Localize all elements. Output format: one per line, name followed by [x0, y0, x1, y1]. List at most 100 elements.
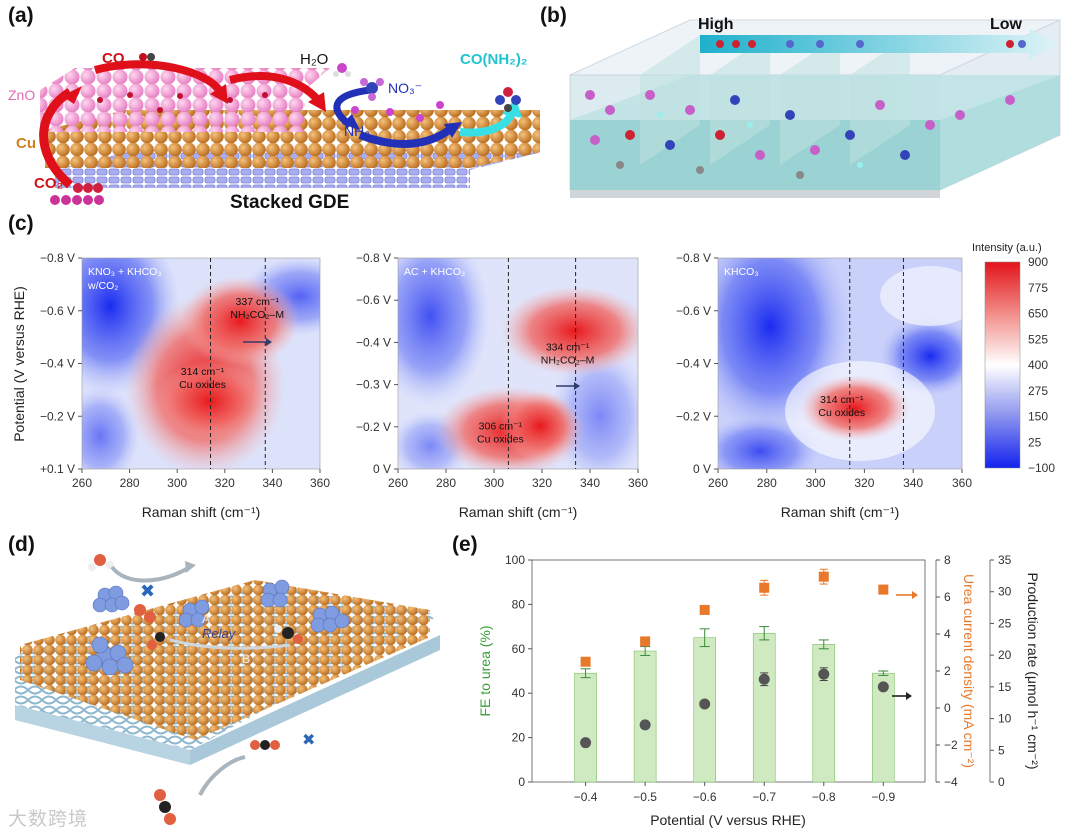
e-yleft-5: 100 [505, 553, 525, 567]
label-high: High [698, 16, 734, 33]
label-b: B [242, 652, 250, 666]
e-ymid-2: 0 [944, 701, 951, 715]
heatmap-3-body [718, 258, 962, 469]
e-yleft-4: 80 [512, 597, 526, 611]
heatmap-2-xlabel: Raman shift (cm⁻¹) [459, 504, 578, 520]
colorbar-tick-1: 775 [1028, 281, 1048, 295]
e-ymid-4: 4 [944, 627, 951, 641]
e-ylabel-mid: Urea current density (mA cm⁻²) [961, 574, 977, 768]
xtick-3-360: 360 [952, 476, 972, 490]
e-ylabel-right: Production rate (μmol h⁻¹ cm⁻²) [1025, 572, 1041, 769]
colorbar-tick-0: 900 [1028, 255, 1048, 269]
fe-bar-−0.6 [693, 637, 716, 783]
panel-e-chart: −0.4 −0.5 −0.6 −0.7 −0.8 −0.9020406080100−4−2… [477, 553, 1041, 828]
e-ymid-3: 2 [944, 664, 951, 678]
ytick-2-0: −0.8 V [356, 251, 391, 265]
e-yright-0: 0 [998, 775, 1005, 789]
urea-molecule [495, 87, 521, 112]
fe-bar-−0.5 [633, 650, 657, 783]
e-ymid-6: 8 [944, 553, 951, 567]
e-yright-7: 35 [998, 553, 1012, 567]
rate-point-2 [699, 698, 711, 710]
annotation-2-2-a: 306 cm⁻¹ [479, 420, 523, 432]
heatmap-1-body [82, 258, 320, 469]
e-xlabel: Potential (V versus RHE) [650, 812, 806, 828]
e-yleft-3: 60 [512, 642, 526, 656]
cross-icon-top: ✖ [140, 581, 155, 601]
rate-point-0 [580, 737, 592, 749]
annotation-3-1-b: Cu oxides [818, 407, 865, 419]
xtick-3-260: 260 [708, 476, 728, 490]
annotation-1-1-b: NH₂CO₂–M [230, 309, 284, 321]
arrow-d-bottom [198, 755, 246, 796]
e-yright-2: 10 [998, 712, 1012, 726]
panel-b-illustration: High Low [569, 16, 1061, 198]
e-xtick-2: −0.6 [693, 790, 717, 804]
ytick-1-0: −0.8 V [40, 251, 75, 265]
colorbar-title: Intensity (a.u.) [972, 242, 1042, 254]
rate-point-3 [758, 673, 770, 685]
panel-label-d: (d) [8, 533, 35, 556]
label-urea: CO(NH₂)₂ [460, 51, 528, 68]
label-no3: NO₃⁻ [388, 80, 422, 96]
xtick-2-360: 360 [628, 476, 648, 490]
xtick-3-300: 300 [806, 476, 826, 490]
colorbar-tick-8: −100 [1028, 461, 1055, 475]
ytick-1-1: −0.6 V [40, 304, 75, 318]
co-molecule [139, 53, 155, 61]
ytick-2-4: −0.2 V [356, 420, 391, 434]
e-yleft-1: 20 [512, 731, 526, 745]
panel-d-illustration: ✖ ✖ A Relay B [15, 554, 440, 825]
zno-clusters [85, 579, 350, 676]
ytick-3-2: −0.4 V [676, 357, 711, 371]
e-ymid-0: −4 [944, 775, 958, 789]
current-point-0 [580, 656, 591, 667]
annotation-2-1-b: NH₂CO₂–M [541, 354, 595, 366]
ytick-2-2: −0.4 V [356, 335, 391, 349]
e-xtick-4: −0.8 [812, 790, 836, 804]
ytick-1-4: +0.1 V [40, 462, 75, 476]
panel-label-a: (a) [8, 4, 34, 27]
heatmap-title-1: KNO₃ + KHCO₃ [88, 266, 162, 278]
e-ylabel-left: FE to urea (%) [477, 625, 493, 716]
annotation-2-2-b: Cu oxides [477, 433, 524, 445]
xtick-2-260: 260 [388, 476, 408, 490]
heatmap-3-xlabel: Raman shift (cm⁻¹) [781, 504, 900, 520]
panel-label-b: (b) [540, 4, 567, 27]
rate-point-4 [818, 668, 830, 680]
colorbar-tick-4: 400 [1028, 358, 1048, 372]
watermark: 大数跨境 [8, 809, 89, 830]
ytick-3-3: −0.2 V [676, 409, 711, 423]
fe-bar-−0.8 [812, 644, 836, 783]
xtick-3-320: 320 [854, 476, 874, 490]
xtick-1-280: 280 [120, 476, 140, 490]
xtick-2-340: 340 [580, 476, 600, 490]
annotation-1-1-a: 337 cm⁻¹ [236, 296, 280, 308]
ytick-3-0: −0.8 V [676, 251, 711, 265]
no3-molecule [360, 78, 384, 101]
xtick-2-300: 300 [484, 476, 504, 490]
annotation-3-1-a: 314 cm⁻¹ [820, 394, 864, 406]
annotation-1-2-b: Cu oxides [179, 379, 226, 391]
current-point-4 [818, 571, 829, 582]
xtick-1-260: 260 [72, 476, 92, 490]
label-zno: ZnO [8, 87, 35, 103]
annotation-1-2-a: 314 cm⁻¹ [181, 366, 225, 378]
e-ymid-5: 6 [944, 590, 951, 604]
rate-point-5 [877, 681, 889, 693]
molecules [585, 40, 1026, 179]
gradient-arrow [700, 29, 1058, 59]
ytick-1-2: −0.4 V [40, 357, 75, 371]
e-xtick-3: −0.7 [752, 790, 776, 804]
e-yleft-0: 0 [518, 775, 525, 789]
e-yright-1: 5 [998, 743, 1005, 757]
arrow-d-top [110, 565, 192, 583]
red-arrow-2 [93, 60, 224, 95]
plot-frame [531, 559, 926, 783]
label-cu: Cu [16, 135, 36, 152]
panel-a-caption: Stacked GDE [230, 192, 349, 213]
current-point-1 [640, 636, 651, 647]
e-yright-5: 25 [998, 616, 1012, 630]
molecules-d [88, 554, 303, 825]
xtick-2-320: 320 [532, 476, 552, 490]
